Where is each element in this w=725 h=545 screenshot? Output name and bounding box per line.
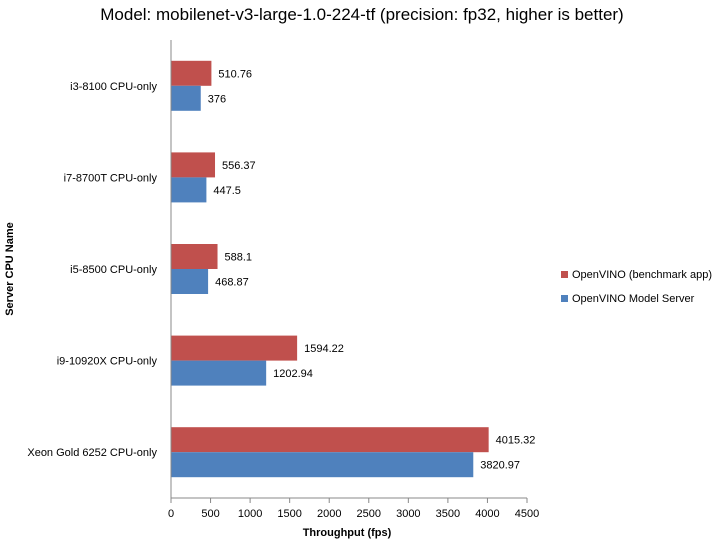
bar	[171, 335, 298, 361]
data-label: 510.76	[218, 68, 252, 80]
x-tick-label: 1000	[238, 508, 262, 520]
data-label: 556.37	[222, 160, 256, 172]
data-label: 588.1	[225, 252, 253, 264]
data-label: 1594.22	[304, 343, 344, 355]
bar	[171, 360, 267, 386]
bar	[171, 177, 207, 203]
category-label: i7-8700T CPU-only	[64, 172, 158, 184]
x-tick-label: 3000	[396, 508, 420, 520]
bar	[171, 60, 212, 86]
bar	[171, 152, 216, 178]
data-label: 4015.32	[496, 435, 536, 447]
category-label: i3-8100 CPU-only	[70, 81, 157, 93]
y-axis-title: Server CPU Name	[4, 222, 16, 316]
x-tick-label: 3500	[436, 508, 460, 520]
x-axis-title: Throughput (fps)	[303, 527, 392, 539]
data-label: 468.87	[215, 277, 249, 289]
category-label: i9-10920X CPU-only	[57, 356, 158, 368]
bar	[171, 452, 474, 478]
plot-area: 510.76 376 556.37 447.5 588.1 468.87 1594.22 12…	[171, 60, 536, 478]
x-tick-label: 2500	[357, 508, 381, 520]
data-label: 447.5	[213, 185, 241, 197]
legend-label: OpenVINO Model Server	[572, 293, 695, 305]
bar	[171, 244, 218, 269]
legend: OpenVINO (benchmark app) OpenVINO Model S…	[561, 269, 712, 305]
chart-title: Model: mobilenet-v3-large-1.0-224-tf (pr…	[100, 5, 623, 24]
data-label: 376	[208, 93, 226, 105]
x-tick-label: 1500	[277, 508, 301, 520]
x-tick-label: 0	[168, 508, 174, 520]
x-tick-label: 500	[201, 508, 219, 520]
x-tick-label: 2000	[317, 508, 341, 520]
category-label: Xeon Gold 6252 CPU-only	[27, 447, 157, 459]
bar	[171, 269, 209, 294]
data-label: 1202.94	[273, 368, 313, 380]
data-label: 3820.97	[480, 460, 520, 472]
x-tick-label: 4000	[475, 508, 499, 520]
legend-swatch	[561, 271, 568, 278]
x-axis-ticks: 0 500 1000 1500 2000 2500 3000 3500 4000 4500	[168, 498, 539, 520]
bar	[171, 85, 201, 111]
x-tick-label: 4500	[515, 508, 539, 520]
legend-label: OpenVINO (benchmark app)	[572, 269, 712, 281]
category-label: i5-8500 CPU-only	[70, 264, 157, 276]
bar	[171, 427, 489, 453]
legend-swatch	[561, 295, 568, 302]
y-axis-category-labels: i3-8100 CPU-only i7-8700T CPU-only i5-8500…	[27, 81, 157, 459]
